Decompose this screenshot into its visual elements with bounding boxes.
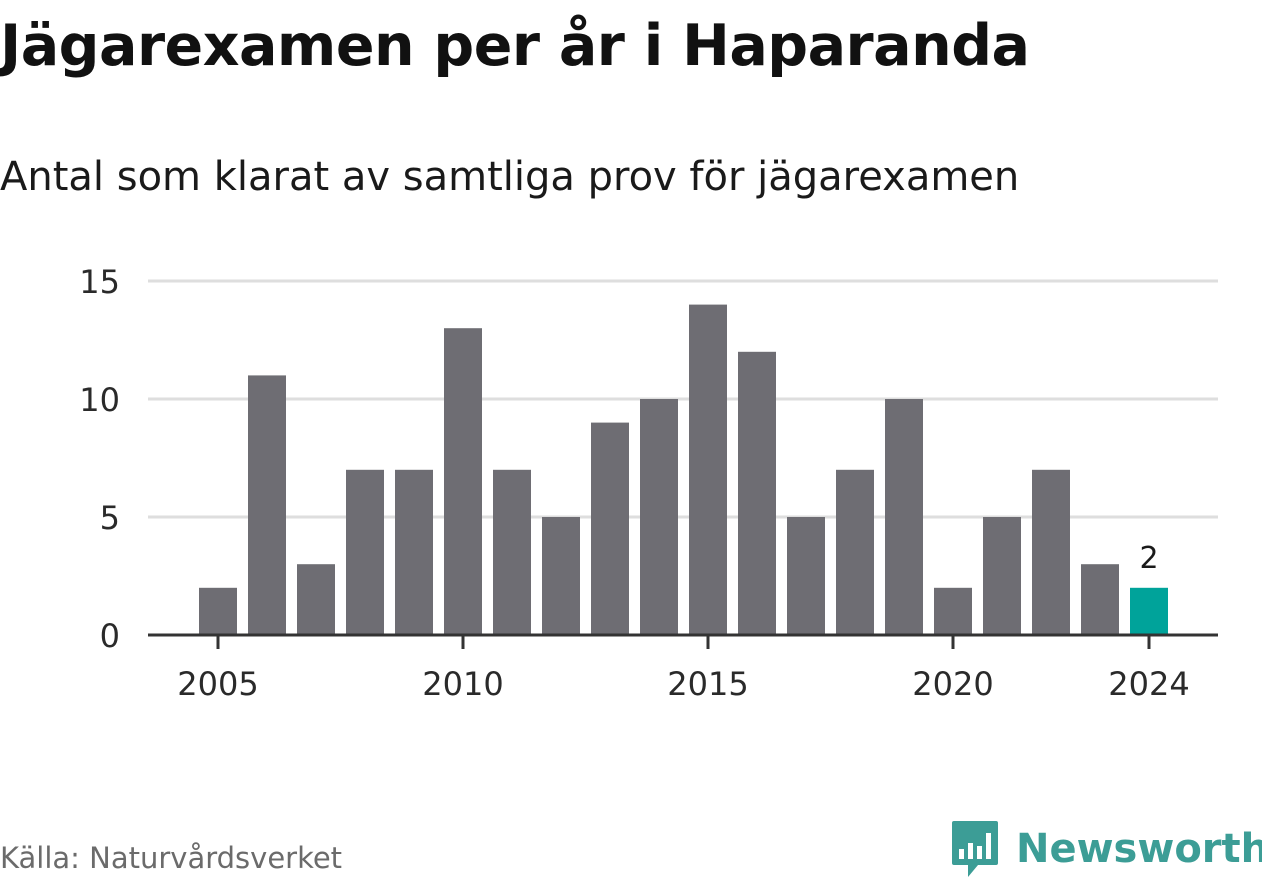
x-tick-label: 2010 [422,665,503,703]
bar [836,469,874,635]
bar [787,517,825,635]
bar [542,517,580,635]
y-tick-label: 15 [79,263,120,301]
brand-logo: Newsworthy [950,818,1262,880]
newsworthy-logo-icon [952,821,998,877]
chart-title: Jägarexamen per år i Haparanda [0,13,1030,79]
x-tick-label: 2024 [1108,665,1189,703]
bar [493,469,531,635]
bar-highlight [1130,587,1168,635]
bar [346,469,384,635]
bar [297,564,335,635]
bar [199,587,237,635]
bar-chart: 0 5 10 15 2005 2010 2015 2020 2024 2 [79,263,1218,703]
y-tick-label: 10 [79,381,120,419]
bar [1032,469,1070,635]
bar [885,399,923,635]
data-label: 2 [1139,541,1158,576]
chart-subtitle: Antal som klarat av samtliga prov för jä… [0,154,1020,200]
source-note: Källa: Naturvårdsverket [0,841,343,875]
bar [248,375,286,635]
bar [689,304,727,635]
brand-name: Newsworthy [1016,826,1262,872]
bar [934,587,972,635]
x-tick-label: 2015 [667,665,748,703]
y-tick-label: 5 [100,499,120,537]
bar [395,469,433,635]
bar [983,517,1021,635]
x-tick-label: 2020 [912,665,993,703]
bar [1081,564,1119,635]
bar [591,422,629,635]
bar [738,351,776,635]
x-tick-label: 2005 [177,665,258,703]
bar [444,328,482,635]
y-tick-label: 0 [100,617,120,655]
bar [640,399,678,635]
